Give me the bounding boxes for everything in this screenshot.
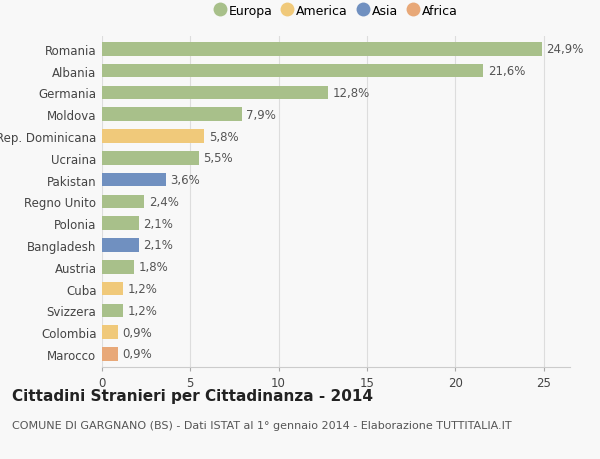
Text: 5,8%: 5,8% (209, 130, 238, 143)
Text: 2,1%: 2,1% (143, 217, 173, 230)
Text: 1,2%: 1,2% (128, 282, 157, 296)
Bar (102, 43, 542, 56)
Bar (102, 326, 118, 339)
Text: 2,4%: 2,4% (149, 196, 179, 208)
Bar (102, 239, 139, 252)
Text: 1,2%: 1,2% (128, 304, 157, 317)
Text: 5,5%: 5,5% (203, 152, 233, 165)
Text: 12,8%: 12,8% (332, 87, 370, 100)
Text: COMUNE DI GARGNANO (BS) - Dati ISTAT al 1° gennaio 2014 - Elaborazione TUTTITALI: COMUNE DI GARGNANO (BS) - Dati ISTAT al … (12, 420, 512, 430)
Text: 21,6%: 21,6% (488, 65, 525, 78)
Bar (102, 108, 242, 122)
Text: 3,6%: 3,6% (170, 174, 200, 187)
Text: 0,9%: 0,9% (122, 326, 152, 339)
Bar (102, 304, 123, 318)
Text: 0,9%: 0,9% (122, 347, 152, 361)
Text: 24,9%: 24,9% (546, 43, 584, 56)
Bar (102, 217, 139, 230)
Bar (102, 347, 118, 361)
Bar (102, 195, 145, 209)
Text: 1,8%: 1,8% (138, 261, 168, 274)
Bar (102, 65, 484, 78)
Bar (102, 282, 123, 296)
Bar (102, 174, 166, 187)
Text: Cittadini Stranieri per Cittadinanza - 2014: Cittadini Stranieri per Cittadinanza - 2… (12, 388, 373, 403)
Bar (102, 130, 205, 144)
Text: 2,1%: 2,1% (143, 239, 173, 252)
Bar (102, 152, 199, 165)
Bar (102, 86, 328, 100)
Bar (102, 260, 134, 274)
Text: 7,9%: 7,9% (246, 108, 276, 122)
Legend: Europa, America, Asia, Africa: Europa, America, Asia, Africa (209, 0, 463, 23)
